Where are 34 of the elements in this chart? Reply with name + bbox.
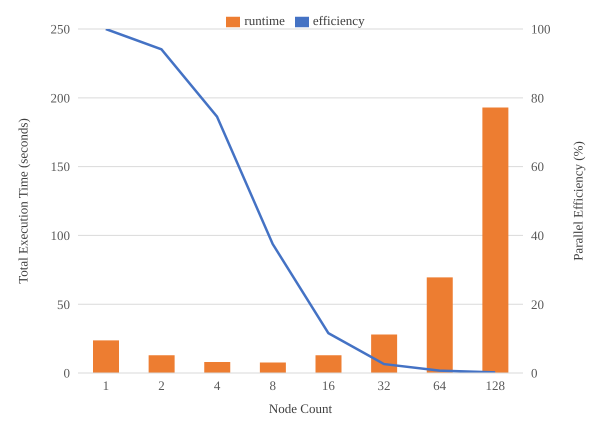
bar [426,277,453,373]
bar [204,362,230,373]
bar [482,107,508,373]
legend-label: efficiency [312,13,365,28]
y-tick-label: 50 [57,296,70,312]
y2-axis-title: Parallel Efficiency (%) [570,141,586,261]
line-series [104,29,496,373]
y-tick-label: 200 [50,90,70,106]
y-axis-title: Total Execution Time (seconds) [16,118,31,284]
y2-tick-label: 40 [531,228,544,244]
x-tick-label: 8 [269,378,276,394]
x-tick-label: 128 [485,378,505,394]
y-tick-label: 250 [50,22,70,37]
x-tick-label: 64 [433,378,447,394]
bar [316,355,342,373]
bar [148,355,175,373]
x-tick-label: 32 [377,378,390,394]
x-axis-title: Node Count [268,401,332,416]
y-tick-label: 150 [50,159,70,174]
y2-tick-label: 60 [531,159,544,174]
bar [93,340,119,373]
x-tick-label: 16 [322,378,336,394]
y2-tick-label: 20 [531,296,544,312]
y2-tick-label: 0 [531,366,538,381]
y2-tick-label: 80 [531,90,544,106]
x-tick-label: 2 [158,378,165,394]
y-tick-label: 100 [50,228,70,244]
x-tick-label: 1 [102,378,110,394]
y-tick-label: 0 [64,366,70,381]
legend-label: runtime [244,13,285,28]
bar [260,362,286,373]
bar [371,334,398,373]
y2-tick-label: 100 [531,22,550,37]
x-tick-label: 4 [214,378,221,394]
